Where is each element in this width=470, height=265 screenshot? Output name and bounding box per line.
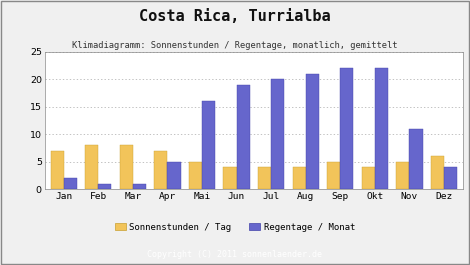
Bar: [292, 167, 306, 189]
Bar: [306, 74, 319, 189]
Bar: [154, 151, 167, 189]
Bar: [120, 145, 133, 189]
Bar: [258, 167, 271, 189]
Bar: [51, 151, 63, 189]
Bar: [444, 167, 457, 189]
Bar: [63, 178, 77, 189]
Bar: [409, 129, 423, 189]
Bar: [223, 167, 236, 189]
Bar: [271, 79, 284, 189]
Text: Copyright (C) 2011 sonnenlaender.de: Copyright (C) 2011 sonnenlaender.de: [148, 250, 322, 259]
Bar: [396, 162, 409, 189]
Bar: [85, 145, 98, 189]
Bar: [167, 162, 180, 189]
Bar: [361, 167, 375, 189]
Bar: [327, 162, 340, 189]
Text: Costa Rica, Turrialba: Costa Rica, Turrialba: [139, 9, 331, 24]
Bar: [98, 184, 111, 189]
Bar: [236, 85, 250, 189]
Bar: [340, 68, 353, 189]
Bar: [133, 184, 146, 189]
Bar: [431, 156, 444, 189]
Bar: [375, 68, 388, 189]
Text: Klimadiagramm: Sonnenstunden / Regentage, monatlich, gemittelt: Klimadiagramm: Sonnenstunden / Regentage…: [72, 41, 398, 50]
Legend: Sonnenstunden / Tag, Regentage / Monat: Sonnenstunden / Tag, Regentage / Monat: [111, 219, 359, 235]
Bar: [202, 101, 215, 189]
Bar: [189, 162, 202, 189]
